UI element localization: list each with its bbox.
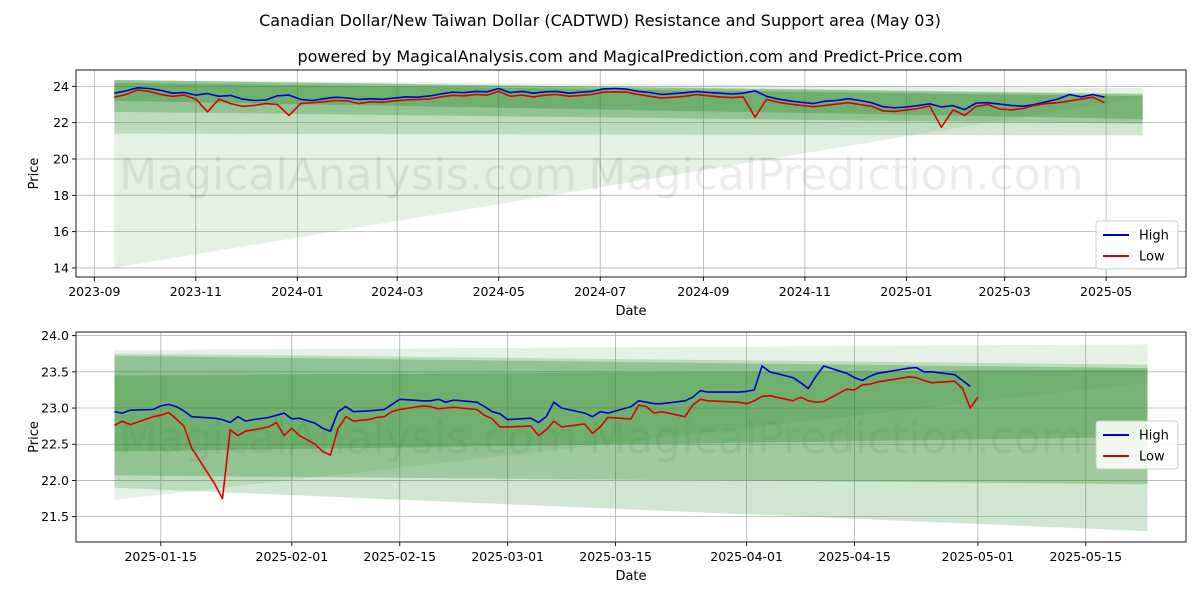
y-tick-label: 23.5 bbox=[41, 364, 69, 379]
legend-low-label: Low bbox=[1139, 450, 1165, 465]
axis-ticks: 2025-01-15 2025-02-01 2025-02-15 2025-03-01… bbox=[41, 328, 1122, 564]
x-tick-label: 2025-04-01 bbox=[710, 549, 783, 564]
x-tick-label: 2024-09 bbox=[677, 284, 729, 299]
low-series-line bbox=[114, 89, 1105, 128]
x-tick-label: 2023-11 bbox=[170, 284, 222, 299]
y-axis-label: Price bbox=[27, 421, 42, 453]
x-axis-label: Date bbox=[615, 304, 646, 319]
x-tick-label: 2025-05-01 bbox=[942, 549, 1015, 564]
y-tick-label: 20 bbox=[53, 151, 69, 166]
x-axis-label: Date bbox=[615, 569, 646, 584]
plot-frame bbox=[75, 331, 1187, 543]
y-tick-label: 16 bbox=[53, 224, 69, 239]
grid bbox=[76, 70, 1186, 277]
x-tick-label: 2025-03-01 bbox=[471, 549, 544, 564]
chart-title: Canadian Dollar/New Taiwan Dollar (CADTW… bbox=[259, 11, 941, 30]
watermark-text: MagicalAnalysis.com bbox=[119, 413, 577, 464]
band bbox=[114, 82, 1143, 119]
x-tick-label: 2025-03 bbox=[978, 284, 1030, 299]
x-tick-label: 2025-01-15 bbox=[124, 549, 197, 564]
x-tick-label: 2025-04-15 bbox=[818, 549, 891, 564]
watermark-text: MagicalAnalysis.com bbox=[119, 150, 577, 201]
band bbox=[114, 353, 1148, 532]
band bbox=[114, 80, 1143, 124]
x-tick-label: 2025-02-01 bbox=[256, 549, 329, 564]
high-series-line bbox=[114, 87, 1105, 111]
x-tick-label: 2024-05 bbox=[473, 284, 525, 299]
band bbox=[114, 80, 1143, 136]
y-tick-label: 23.0 bbox=[41, 401, 69, 416]
x-tick-label: 2025-03-15 bbox=[579, 549, 652, 564]
band bbox=[114, 355, 1148, 485]
y-tick-label: 18 bbox=[53, 188, 69, 203]
legend: High Low bbox=[1095, 220, 1179, 270]
x-tick-label: 2024-03 bbox=[371, 284, 423, 299]
y-tick-label: 22.0 bbox=[41, 473, 69, 488]
x-tick-label: 2025-05 bbox=[1080, 284, 1132, 299]
legend-low-label: Low bbox=[1139, 250, 1165, 265]
axis-ticks: 2023-09 2023-11 2024-01 2024-03 2024-05 2024-… bbox=[53, 79, 1132, 299]
chart-subtitle: powered by MagicalAnalysis.com and Magic… bbox=[297, 47, 962, 66]
low-series-line bbox=[114, 376, 979, 500]
watermark-text: MagicalPrediction.com bbox=[589, 150, 1084, 201]
y-tick-label: 22.5 bbox=[41, 437, 69, 452]
x-tick-label: 2025-02-15 bbox=[363, 549, 436, 564]
y-tick-label: 22 bbox=[53, 115, 69, 130]
x-tick-label: 2024-01 bbox=[271, 284, 323, 299]
x-tick-label: 2024-07 bbox=[574, 284, 626, 299]
high-series-line bbox=[114, 365, 971, 432]
x-tick-label: 2025-01 bbox=[880, 284, 932, 299]
chart-panel-recent-range: MagicalAnalysis.com MagicalPrediction.com… bbox=[27, 328, 1187, 584]
watermark-text: MagicalPrediction.com bbox=[589, 413, 1084, 464]
legend-high-label: High bbox=[1139, 429, 1169, 444]
y-tick-label: 24.0 bbox=[41, 328, 69, 343]
y-tick-label: 21.5 bbox=[41, 509, 69, 524]
chart-panel-full-range: MagicalAnalysis.com MagicalPrediction.com… bbox=[27, 69, 1187, 319]
y-tick-label: 14 bbox=[53, 260, 69, 275]
band bbox=[114, 369, 1148, 452]
band bbox=[114, 344, 1148, 500]
y-tick-label: 24 bbox=[53, 79, 69, 94]
legend: High Low bbox=[1095, 420, 1179, 470]
x-tick-label: 2025-05-15 bbox=[1049, 549, 1122, 564]
x-tick-label: 2024-11 bbox=[779, 284, 831, 299]
support-resistance-bands bbox=[114, 80, 1143, 268]
legend-high-label: High bbox=[1139, 229, 1169, 244]
grid bbox=[76, 332, 1186, 542]
plot-frame bbox=[75, 69, 1187, 278]
band bbox=[114, 80, 1143, 268]
x-tick-label: 2023-09 bbox=[68, 284, 120, 299]
support-resistance-bands bbox=[114, 344, 1148, 532]
y-axis-label: Price bbox=[27, 158, 42, 190]
